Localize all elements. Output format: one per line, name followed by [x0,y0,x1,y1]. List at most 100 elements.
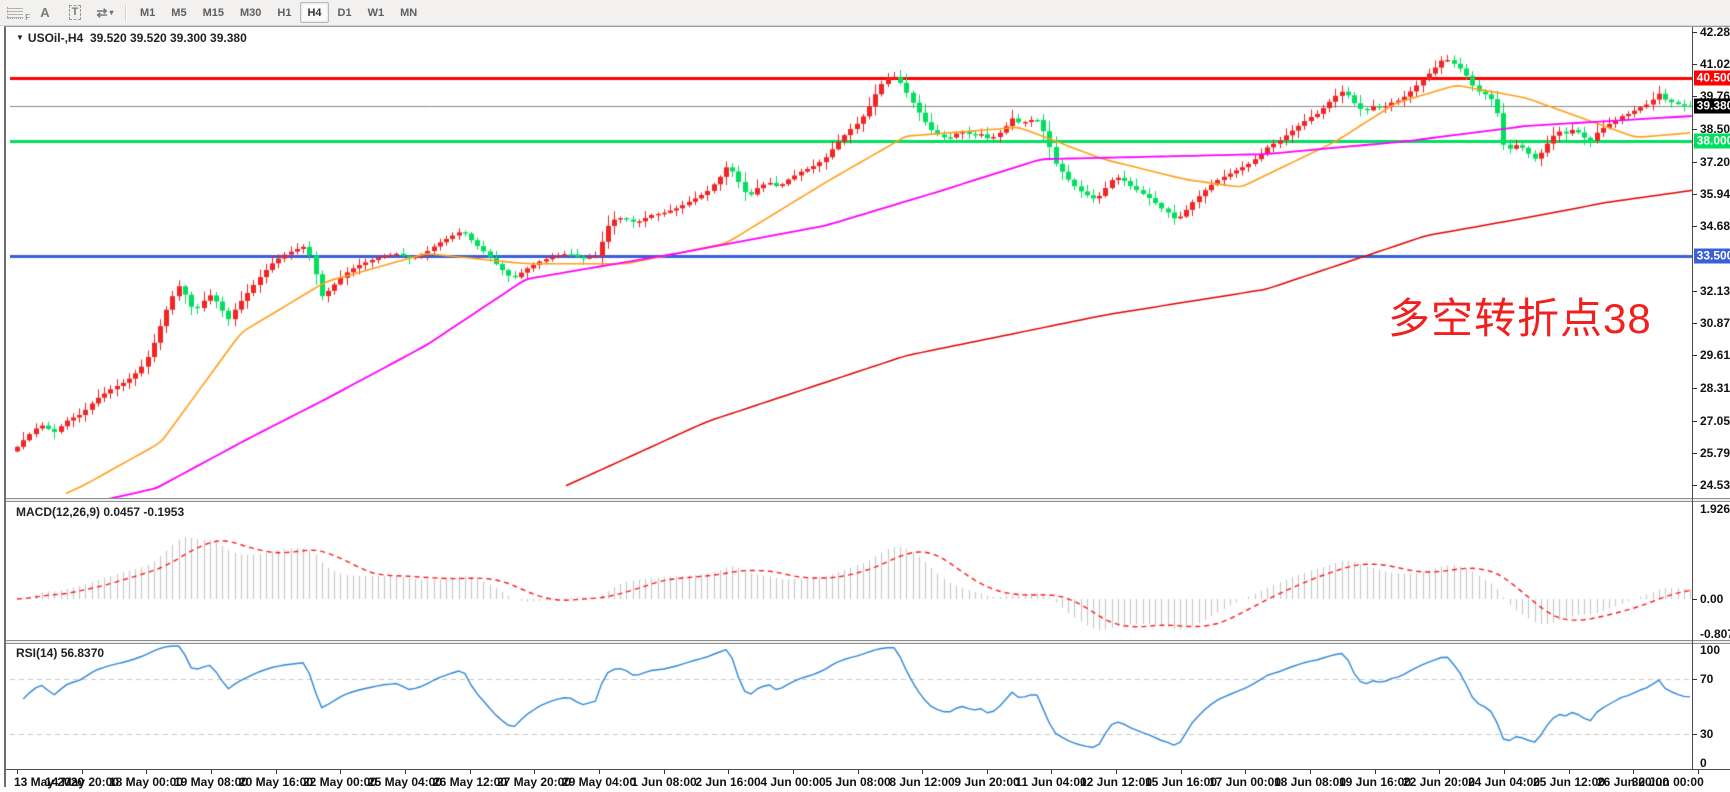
timeframe-button-h1[interactable]: H1 [277,6,292,19]
price-axis-border [1692,27,1693,769]
price-axis-label: 29.610 [1700,348,1730,362]
time-axis-label: 22 May 00:00 [302,775,378,789]
price-axis-label: 32.130 [1700,284,1730,298]
time-axis-tick [728,770,729,774]
toolbar: F A T ⇄ ▾ M1 M5 M15 M30 H1 H4 D1 W1 MN [0,0,1730,26]
time-axis-tick [1181,770,1182,774]
time-axis-label: 2 Jun 16:00 [695,775,761,789]
macd-axis-zero-label: 0.00 [1700,592,1724,606]
time-axis-tick [1375,770,1376,774]
price-axis-label: 30.870 [1700,316,1730,330]
time-axis-label: 8 Jun 12:00 [889,775,955,789]
time-axis-label: 1 Jun 08:00 [631,775,697,789]
time-axis-tick [534,770,535,774]
timeframe-button-h4[interactable]: H4 [300,2,329,23]
text-box-icon[interactable]: T [62,2,88,24]
rsi-axis-tick [1692,734,1697,735]
price-axis-tick [1692,194,1697,195]
time-axis-tick [470,770,471,774]
price-axis-tick [1692,129,1697,130]
price-axis-tick [1692,226,1697,227]
time-axis-label: 19 May 08:00 [173,775,249,789]
time-axis-tick [858,770,859,774]
time-axis-label: 18 May 00:00 [108,775,184,789]
price-axis-tick [1692,291,1697,292]
rsi-axis-30-label: 30 [1700,727,1714,741]
time-axis-tick [1116,770,1117,774]
time-axis-tick [405,770,406,774]
price-axis-tick [1692,453,1697,454]
price-chart-canvas[interactable] [10,27,1692,498]
price-axis-label: 27.055 [1700,414,1730,428]
time-axis-label: 4 Jun 00:00 [760,775,826,789]
text-label-icon[interactable]: A [40,5,50,20]
timeframe-button-w1[interactable]: W1 [367,6,385,19]
symbol-ohlc-line: ▼ USOil-,H4 39.520 39.520 39.300 39.380 [16,31,247,45]
fast-navigation-icon[interactable]: F [2,2,30,24]
price-axis-tick [1692,64,1697,65]
time-axis-tick [1439,770,1440,774]
price-axis-label: 37.205 [1700,155,1730,169]
time-axis-label: 27 May 20:00 [496,775,572,789]
timeframe-button-group: M1 M5 M15 M30 H1 H4 D1 W1 MN [132,2,425,23]
time-axis-tick [922,770,923,774]
rsi-axis-0-label: 0 [1700,756,1707,770]
time-axis-tick [664,770,665,774]
price-axis-tick [1692,485,1697,486]
time-axis-tick [82,770,83,774]
time-axis-label: 13 May 2020 [14,775,85,789]
price-axis-label: 34.685 [1700,219,1730,233]
time-axis-label: 18 Jun 08:00 [1273,775,1347,789]
macd-axis-max-label: 1.9265 [1700,502,1730,516]
price-axis-label: 28.315 [1700,381,1730,395]
price-axis-label: 35.945 [1700,187,1730,201]
time-axis-label: 20 May 16:00 [238,775,314,789]
timeframe-button-m15[interactable]: M15 [202,6,224,19]
rsi-indicator-canvas[interactable] [10,642,1692,769]
toolbar-separator [125,3,127,22]
rsi-label: RSI(14) 56.8370 [16,646,105,660]
timeframe-button-mn[interactable]: MN [400,6,418,19]
chart-dropdown-icon[interactable]: ▼ [16,33,24,42]
dropdown-caret-icon[interactable]: ▾ [109,8,114,17]
time-axis-tick [1569,770,1570,774]
timeframe-button-m5[interactable]: M5 [171,6,187,19]
time-axis-label: 24 Jun 04:00 [1467,775,1541,789]
timeframe-button-m30[interactable]: M30 [239,6,262,19]
time-axis-tick [340,770,341,774]
time-axis-label: 12 Jun 12:00 [1079,775,1153,789]
time-axis-label: 5 Jun 08:00 [825,775,891,789]
time-axis-label: 30 Jun 00:00 [1631,775,1704,789]
rsi-axis-70-label: 70 [1700,672,1714,686]
panel-separator[interactable] [6,640,1730,644]
symbol-name: USOil-,H4 [27,31,84,45]
timeframe-button-m1[interactable]: M1 [140,6,156,19]
time-axis-label: 29 May 04:00 [561,775,637,789]
ohlc-values: 39.520 39.520 39.300 39.380 [89,31,247,45]
arrow-objects-icon[interactable]: ⇄ ▾ [96,4,114,20]
time-axis-tick [987,770,988,774]
price-axis-tick [1692,355,1697,356]
chart-text-annotation[interactable]: 多空转折点38 [1388,295,1652,342]
macd-indicator-canvas[interactable] [10,501,1692,640]
time-axis-label: 14 May 20:00 [44,775,120,789]
timeframe-button-d1[interactable]: D1 [337,6,352,19]
chart-window: ▼ USOil-,H4 39.520 39.520 39.300 39.380 M… [4,25,1730,792]
time-axis-tick [793,770,794,774]
price-axis-label: 24.535 [1700,478,1730,492]
time-axis-tick [1504,770,1505,774]
time-axis-label: 19 Jun 16:00 [1338,775,1412,789]
price-axis-tick [1692,32,1697,33]
pivot-price-badge: 38.000 [1694,133,1730,149]
time-axis-tick [1310,770,1311,774]
macd-axis-min-label: -0.8071 [1700,627,1730,641]
macd-axis-tick [1692,599,1697,600]
time-axis-tick [599,770,600,774]
time-axis-tick [17,770,18,774]
price-axis-tick [1692,388,1697,389]
time-axis-label: 25 Jun 12:00 [1532,775,1606,789]
price-axis-tick [1692,323,1697,324]
panel-separator[interactable] [6,498,1730,502]
time-axis[interactable]: 13 May 2020 14 May 20:00 18 May 00:00 19 Ma… [6,769,1730,792]
